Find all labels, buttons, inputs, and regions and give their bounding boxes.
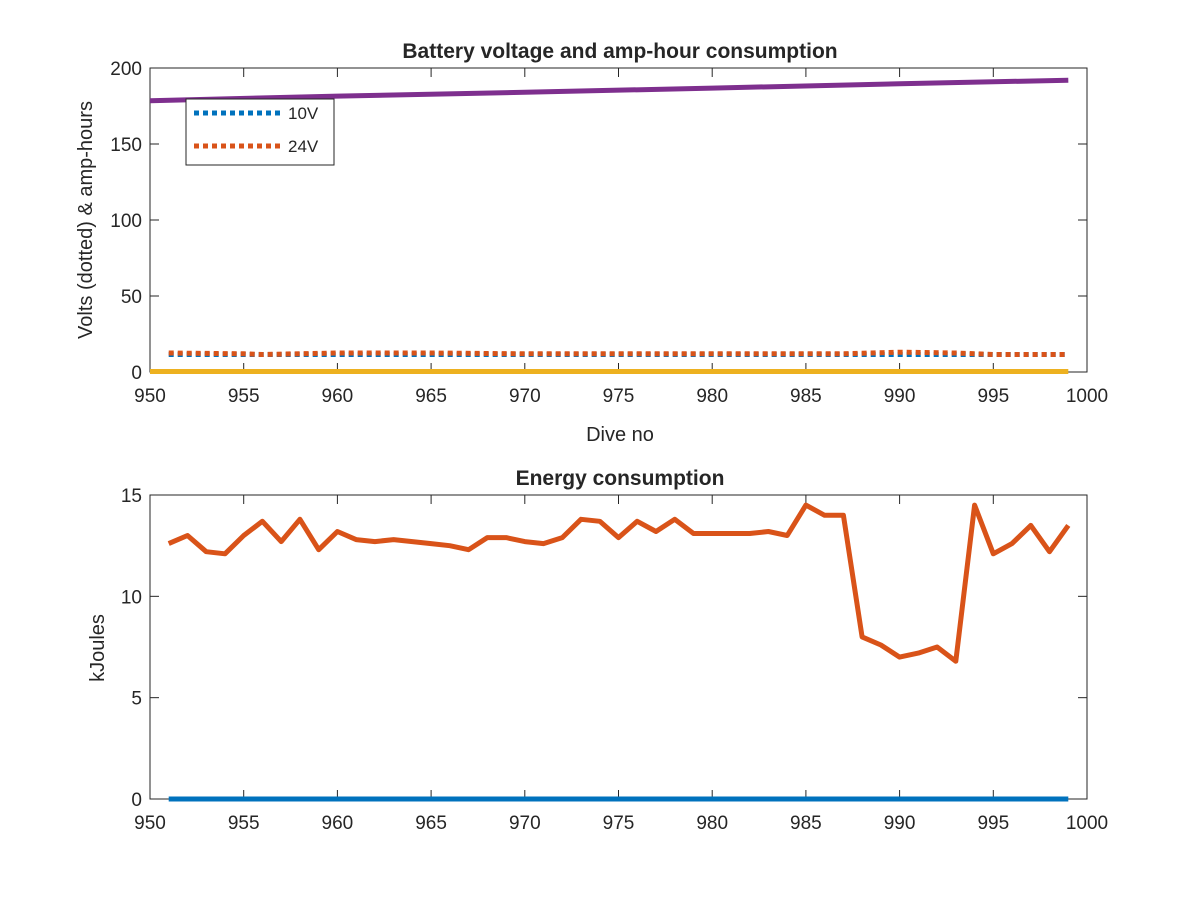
x-tick-label: 960 <box>322 813 354 834</box>
battery-voltage-subplot: Battery voltage and amp-hour consumption… <box>75 40 1108 446</box>
energy-plot-area: 950 955 960 965 970 975 980 985 990 995 1000 0 5 10 15 <box>121 486 1108 834</box>
x-tick-label: 970 <box>509 386 541 407</box>
x-tick-label: 980 <box>696 386 728 407</box>
x-tick-label: 985 <box>790 386 822 407</box>
y-tick-label: 15 <box>121 486 142 507</box>
x-tick-label: 970 <box>509 813 541 834</box>
x-tick-label: 960 <box>322 386 354 407</box>
x-tick-label: 1000 <box>1066 386 1108 407</box>
y-tick-label: 0 <box>131 790 142 811</box>
x-tick-label: 965 <box>415 386 447 407</box>
y-tick-label: 200 <box>110 59 142 80</box>
y-tick-label: 5 <box>131 689 142 710</box>
volts-amp-hours-y-axis-label: Volts (dotted) & amp-hours <box>75 101 97 339</box>
energy-consumption-title: Energy consumption <box>516 467 725 490</box>
x-tick-label: 965 <box>415 813 447 834</box>
x-tick-label: 995 <box>977 386 1009 407</box>
x-tick-label: 995 <box>977 813 1009 834</box>
x-tick-label: 950 <box>134 386 166 407</box>
x-tick-label: 955 <box>228 386 260 407</box>
x-tick-label: 990 <box>884 813 916 834</box>
series-line-series-1 <box>167 502 1071 664</box>
battery-legend: 10V 24V <box>185 98 335 166</box>
x-tick-label: 1000 <box>1066 813 1108 834</box>
x-tick-label: 950 <box>134 813 166 834</box>
x-tick-label: 990 <box>884 386 916 407</box>
energy-consumption-subplot: Energy consumption kJoules 950 955 960 965 9… <box>87 467 1108 834</box>
legend-10v-label: 10V <box>288 104 319 123</box>
y-tick-label: 50 <box>121 287 142 308</box>
y-tick-label: 100 <box>110 211 142 232</box>
x-tick-label: 980 <box>696 813 728 834</box>
kjoules-y-axis-label: kJoules <box>87 614 109 682</box>
y-tick-label: 150 <box>110 135 142 156</box>
axes-box <box>149 494 1088 800</box>
series-line-series-3 <box>149 77 1069 104</box>
legend-24v-label: 24V <box>288 137 319 156</box>
y-tick-label: 0 <box>131 363 142 384</box>
y-tick-label: 10 <box>121 587 142 608</box>
dive-no-x-axis-label: Dive no <box>586 424 654 446</box>
battery-voltage-title: Battery voltage and amp-hour consumption <box>402 40 837 63</box>
series-line-24v <box>168 349 1069 357</box>
x-tick-label: 975 <box>603 386 635 407</box>
x-tick-label: 955 <box>228 813 260 834</box>
legend-box <box>185 98 335 166</box>
x-tick-label: 985 <box>790 813 822 834</box>
x-tick-label: 975 <box>603 813 635 834</box>
